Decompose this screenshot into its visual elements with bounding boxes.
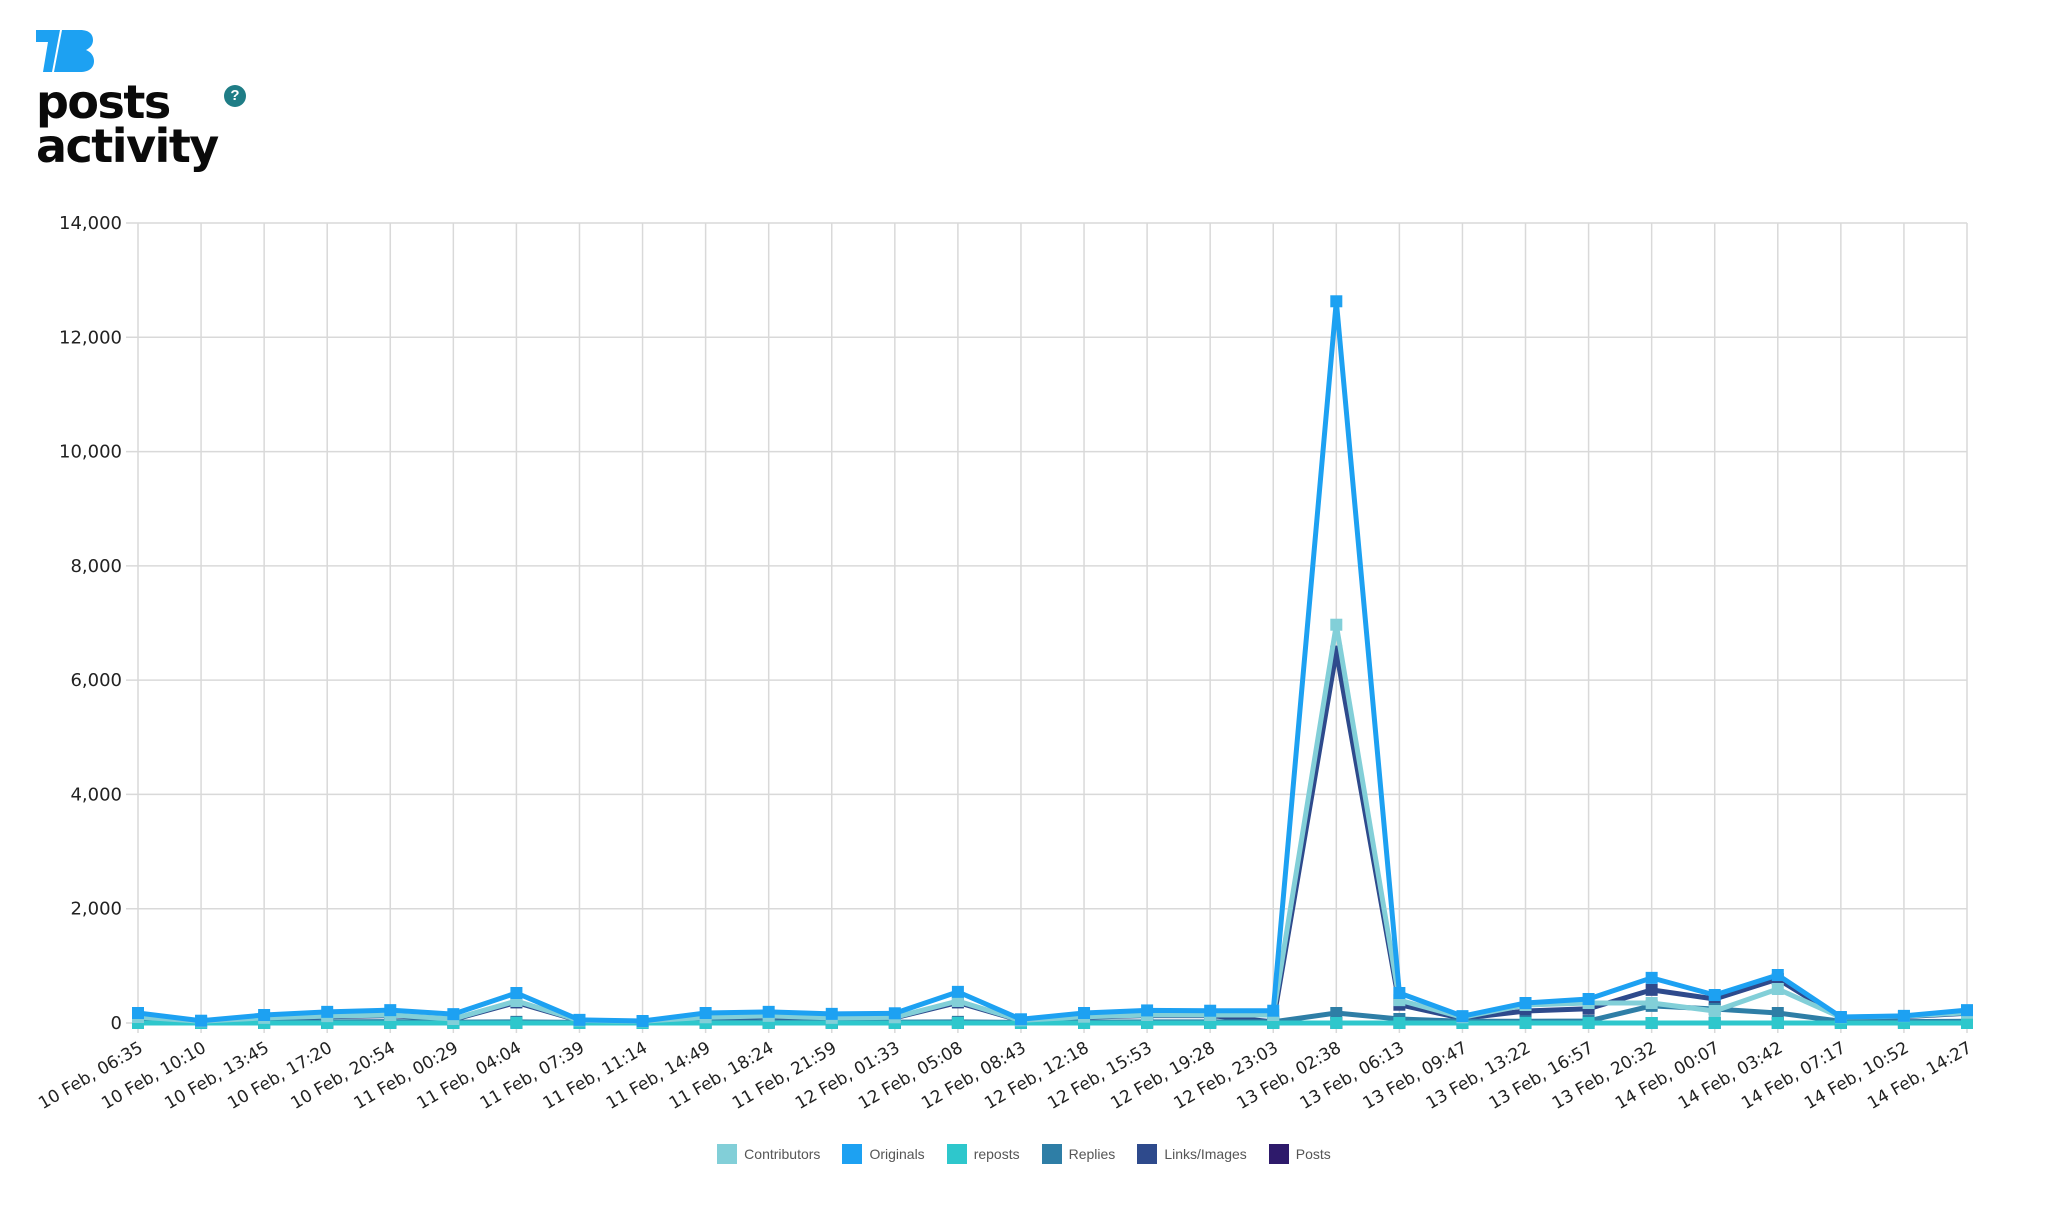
data-point-marker[interactable]	[1708, 989, 1721, 1001]
data-point-marker[interactable]	[1330, 618, 1343, 631]
data-point-marker[interactable]	[1645, 971, 1658, 984]
data-point-marker[interactable]	[1519, 1017, 1532, 1029]
data-point-marker[interactable]	[762, 1005, 775, 1018]
y-tick-label: 2,000	[70, 899, 122, 920]
y-tick-label: 8,000	[70, 556, 122, 577]
data-point-marker[interactable]	[1645, 997, 1658, 1009]
data-point-marker[interactable]	[699, 1007, 712, 1019]
data-point-marker[interactable]	[1078, 1007, 1091, 1019]
data-point-marker[interactable]	[951, 995, 964, 1007]
line-chart: 0 2,000 4,000 6,000 8,000 10,000 12,000 14,000 1…	[35, 213, 1975, 1114]
data-point-marker[interactable]	[825, 1007, 838, 1020]
data-point-marker[interactable]	[1393, 1017, 1406, 1029]
legend-item-replies[interactable]: Replies	[1041, 1144, 1116, 1164]
logo-b-shape	[54, 30, 94, 72]
legend-label: reposts	[973, 1146, 1020, 1162]
data-point-marker[interactable]	[510, 987, 523, 999]
legend-item-links-images[interactable]: Links/Images	[1137, 1144, 1247, 1164]
data-point-marker[interactable]	[1267, 1004, 1280, 1017]
x-tick-label: 10 Feb, 06:35	[35, 1038, 146, 1114]
data-point-marker[interactable]	[195, 1014, 208, 1027]
data-point-marker[interactable]	[573, 1013, 586, 1026]
y-tick-label: 12,000	[59, 327, 122, 348]
legend-item-reposts[interactable]: reposts	[946, 1144, 1020, 1164]
data-point-marker[interactable]	[1330, 1007, 1343, 1019]
data-point-marker[interactable]	[1897, 1009, 1910, 1022]
data-point-marker[interactable]	[636, 1015, 649, 1027]
legend-swatch	[717, 1144, 738, 1164]
data-point-marker[interactable]	[384, 1004, 397, 1017]
y-tick-label: 14,000	[59, 213, 122, 234]
data-point-marker[interactable]	[1708, 1017, 1721, 1029]
title-line-1: posts	[36, 75, 171, 129]
data-point-marker[interactable]	[1771, 1017, 1784, 1029]
data-point-marker[interactable]	[1961, 1017, 1973, 1029]
legend-swatch	[842, 1144, 863, 1164]
legend-item-contributors[interactable]: Contributors	[717, 1144, 820, 1164]
legend-swatch	[1041, 1144, 1062, 1164]
legend-label: Posts	[1295, 1146, 1331, 1162]
data-point-marker[interactable]	[1645, 983, 1658, 996]
legend-item-originals[interactable]: Originals	[842, 1144, 925, 1164]
logo-t-shape	[36, 30, 60, 72]
data-point-marker[interactable]	[1771, 1007, 1784, 1019]
data-point-marker[interactable]	[1582, 993, 1595, 1005]
data-point-marker[interactable]	[1708, 1005, 1721, 1017]
data-point-marker[interactable]	[1582, 1017, 1595, 1029]
series-originals	[132, 295, 1973, 1027]
data-point-marker[interactable]	[321, 1005, 334, 1018]
series-line	[137, 622, 1968, 1024]
data-point-marker[interactable]	[1961, 1004, 1973, 1017]
data-point-marker[interactable]	[951, 1017, 964, 1029]
data-point-marker[interactable]	[1014, 1013, 1027, 1026]
data-point-marker[interactable]	[1834, 1011, 1847, 1023]
data-point-marker[interactable]	[258, 1009, 271, 1021]
data-point-marker[interactable]	[132, 1007, 144, 1019]
y-tick-label: 10,000	[59, 442, 122, 463]
y-tick-label: 6,000	[70, 670, 122, 691]
data-point-marker[interactable]	[1330, 295, 1343, 308]
chart-legend: Contributors Originals reposts Replies Links…	[0, 1144, 2048, 1164]
y-tick-label: 4,000	[70, 784, 122, 805]
data-point-marker[interactable]	[1456, 1010, 1469, 1023]
legend-swatch	[946, 1144, 967, 1164]
legend-label: Contributors	[744, 1146, 821, 1162]
data-point-marker[interactable]	[1393, 987, 1406, 999]
data-point-marker[interactable]	[951, 985, 964, 998]
series-links-images	[132, 645, 1973, 1028]
series-line	[137, 298, 1968, 1024]
y-tick-label: 0	[111, 1013, 122, 1034]
tb-logo	[36, 30, 94, 72]
legend-swatch	[1137, 1144, 1158, 1164]
data-point-marker[interactable]	[447, 1008, 460, 1021]
data-point-marker[interactable]	[1330, 1017, 1343, 1029]
legend-label: Originals	[869, 1146, 925, 1162]
data-point-marker[interactable]	[1204, 1004, 1217, 1017]
help-icon[interactable]: ?	[224, 85, 246, 107]
data-point-marker[interactable]	[1771, 983, 1784, 995]
series-line	[137, 649, 1968, 1025]
legend-label: Replies	[1068, 1146, 1116, 1162]
data-point-marker[interactable]	[510, 1017, 523, 1029]
legend-label: Links/Images	[1164, 1146, 1247, 1162]
data-point-marker[interactable]	[1645, 1017, 1658, 1029]
page-title: posts activity	[36, 75, 219, 173]
title-line-2: activity	[36, 119, 219, 173]
legend-item-posts[interactable]: Posts	[1268, 1144, 1331, 1164]
data-point-marker[interactable]	[1141, 1004, 1154, 1017]
legend-swatch	[1268, 1144, 1289, 1164]
data-point-marker[interactable]	[1519, 997, 1532, 1009]
data-point-marker[interactable]	[888, 1007, 901, 1020]
data-point-marker[interactable]	[1771, 969, 1784, 981]
